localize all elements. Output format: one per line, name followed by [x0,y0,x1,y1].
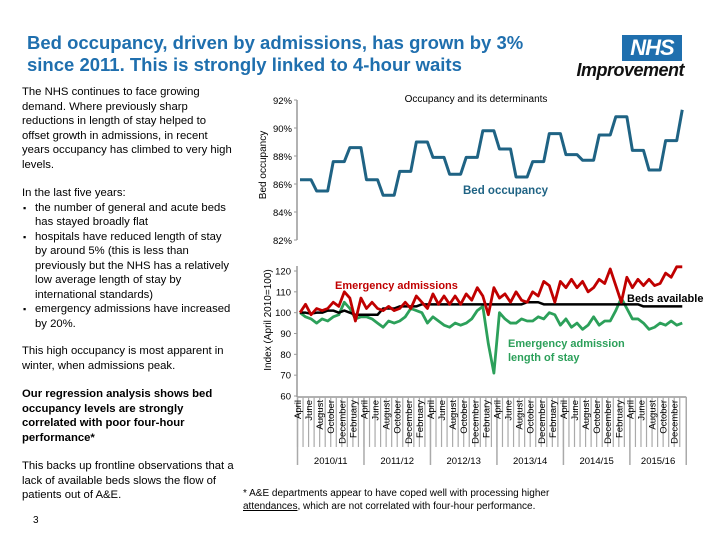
list-item: emergency admissions have increased by 2… [22,302,234,331]
index-y-tick-label: 60 [280,392,291,403]
month-label: April [625,400,636,419]
occupancy-y-tick-label: 90% [273,124,293,135]
index-y-tick-label: 80 [280,350,291,361]
occupancy-y-tick-label: 82% [273,236,293,247]
month-label: October [592,400,603,434]
year-label: 2014/15 [579,456,613,467]
month-label: February [348,400,359,438]
month-label: February [614,400,625,438]
month-label: June [504,400,515,421]
year-label: 2013/14 [513,456,547,467]
index-y-tick-label: 110 [276,287,291,298]
footnote-text-end: , which are not correlated with four-hou… [297,501,536,512]
month-label: October [393,400,404,434]
nhs-logo-subtitle: Improvement [576,60,684,80]
chart-title: Occupancy and its determinants [405,94,548,105]
bed-occupancy-line [300,109,684,197]
month-label: April [293,400,304,419]
year-label: 2011/12 [380,456,414,467]
month-label: August [315,400,326,430]
month-label: December [470,400,481,444]
month-label: December [603,400,614,444]
intro-paragraph: The NHS continues to face growing demand… [22,86,232,171]
month-label: August [581,400,592,430]
month-label: October [326,400,337,434]
index-y-tick-label: 90 [280,329,291,340]
bed-occupancy-label: Bed occupancy [463,185,549,197]
nhs-logo: NHS [622,35,682,61]
occupancy-y-tick-label: 92% [273,96,293,107]
month-label: June [371,400,382,421]
month-label: October [526,400,537,434]
beds-available-label: Beds available [627,293,703,305]
los-label-line2: length of stay [508,352,580,364]
list-heading: In the last five years: [22,187,126,199]
month-label: June [636,400,647,421]
list-item: the number of general and acute beds has… [22,201,234,230]
index-y-tick-label: 100 [275,308,291,319]
month-label: April [359,400,370,419]
occupancy-y-tick-label: 86% [273,180,293,191]
month-label: June [304,400,315,421]
month-label: December [670,400,681,444]
month-label: August [515,400,526,430]
occupancy-y-axis-label: Bed occupancy [258,131,269,199]
los-label-line1: Emergency admission [508,338,625,350]
month-label: June [437,400,448,421]
month-label: June [570,400,581,421]
index-y-tick-label: 70 [280,371,291,382]
month-label: October [659,400,670,434]
bullet-list: the number of general and acute beds has… [22,201,234,332]
month-label: April [492,400,503,419]
month-label: August [382,400,393,430]
footnote-text: * A&E departments appear to have coped w… [243,488,550,499]
index-y-axis-label: Index (April 2010=100) [263,269,274,370]
regression-paragraph: Our regression analysis shows bed occupa… [22,388,213,444]
month-label: December [337,400,348,444]
month-label: August [448,400,459,430]
footnote: * A&E departments appear to have coped w… [243,487,603,513]
month-label: April [559,400,570,419]
list-item: hospitals have reduced length of stay by… [22,230,234,303]
emergency-admissions-label: Emergency admissions [335,280,458,292]
occupancy-y-tick-label: 88% [273,152,293,163]
year-label: 2015/16 [641,456,675,467]
winter-paragraph: This high occupancy is most apparent in … [22,345,224,372]
month-label: February [415,400,426,438]
page-number: 3 [33,515,39,526]
footnote-link: attendances [243,501,298,512]
month-label: December [404,400,415,444]
month-label: February [481,400,492,438]
month-label: April [426,400,437,419]
month-label: December [537,400,548,444]
frontline-paragraph: This backs up frontline observations tha… [22,460,234,501]
index-y-tick-label: 120 [275,267,291,278]
month-label: August [648,400,659,430]
month-label: October [459,400,470,434]
year-label: 2012/13 [447,456,481,467]
page-title: Bed occupancy, driven by admissions, has… [27,32,524,75]
series-line-emergency-admissions [298,265,683,323]
month-label: February [548,400,559,438]
five-years-block: In the last five years: the number of ge… [22,186,234,331]
occupancy-y-tick-label: 84% [273,208,293,219]
year-label: 2010/11 [314,456,348,467]
